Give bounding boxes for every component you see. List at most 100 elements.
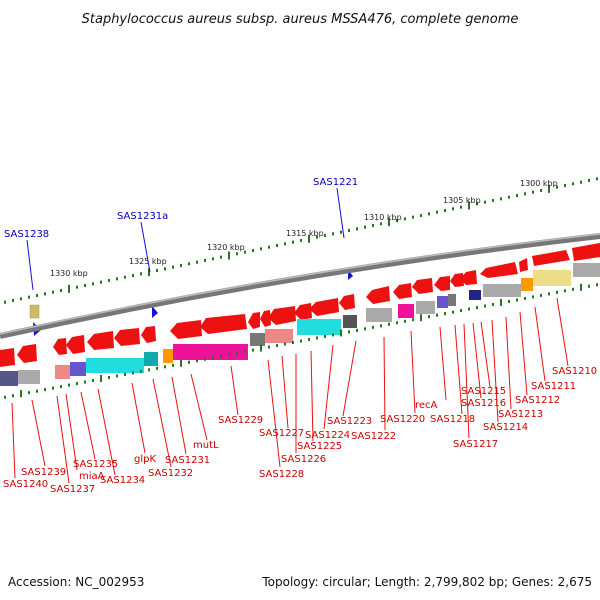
gene-arrow <box>366 286 390 304</box>
inner-scale-tick <box>268 345 270 349</box>
scale-tick <box>300 239 302 242</box>
genome-summary-text: Topology: circular; Length: 2,799,802 bp… <box>261 575 592 589</box>
scale-tick <box>444 209 446 212</box>
scale-label-1315: 1315 kbp <box>286 229 324 238</box>
scale-tick <box>468 201 470 210</box>
gene-arrow <box>87 331 114 350</box>
gene-callout-line <box>480 321 491 388</box>
inner-scale-tick <box>4 395 6 399</box>
inner-scale-tick <box>532 295 534 299</box>
gene-callout-line <box>472 322 482 399</box>
gene-arrow <box>339 294 355 310</box>
scale-tick <box>244 250 246 254</box>
scale-tick <box>220 255 222 259</box>
inner-scale-tick <box>500 299 502 306</box>
scale-tick <box>100 280 102 284</box>
inner-scale-tick <box>324 334 326 338</box>
inner-scale-tick <box>548 292 550 296</box>
gene-callout-line <box>519 311 528 396</box>
inner-scale-tick <box>164 365 166 369</box>
gene-callout-line <box>383 336 386 431</box>
gene-label: SAS1239 <box>21 467 66 478</box>
scale-label-1330: 1330 kbp <box>50 269 88 278</box>
inner-scale-tick <box>572 287 574 291</box>
gene-callout-line <box>80 391 96 460</box>
inner-scale-tick <box>364 327 366 331</box>
gene-callout-line <box>534 306 546 382</box>
scale-tick <box>564 184 566 187</box>
inner-scale-tick <box>436 313 438 317</box>
gene-callout-line <box>323 344 334 430</box>
gene-label: SAS1213 <box>498 409 543 420</box>
inner-scale-tick <box>372 325 374 329</box>
inner-scale-tick <box>420 314 422 322</box>
gene-label: SAS1212 <box>515 395 560 406</box>
scale-label-1300: 1300 kbp <box>520 179 558 188</box>
scale-tick <box>356 227 358 231</box>
scale-label-1305: 1305 kbp <box>443 196 481 205</box>
gene-label: SAS1235 <box>73 459 118 470</box>
map-title: Staphylococcus aureus subsp. aureus MSSA… <box>82 12 519 27</box>
inner-scale-tick <box>588 284 590 288</box>
gene-label: SAS1231 <box>165 455 210 466</box>
gene-arrow <box>200 314 247 334</box>
inner-scale-tick <box>508 299 510 303</box>
gene-callout-line <box>310 350 314 442</box>
gene-label: miaA <box>79 471 105 482</box>
scale-tick <box>92 282 94 286</box>
gene-arrow <box>268 306 296 325</box>
gene-label: SAS1211 <box>531 381 576 392</box>
feature-label-sas1231a: SAS1231a <box>117 211 168 222</box>
gene-callout-line <box>267 359 281 468</box>
gene-label: SAS1216 <box>461 398 506 409</box>
gene-label: SAS1240 <box>3 479 48 490</box>
gene-callout-line <box>152 378 172 468</box>
scale-tick <box>596 177 598 181</box>
inner-scale-tick <box>388 322 390 326</box>
inner-scale-tick <box>428 315 430 319</box>
scale-tick <box>236 252 238 256</box>
inner-scale-tick <box>236 351 238 355</box>
gene-callout-line <box>410 330 416 414</box>
scale-tick <box>572 182 574 186</box>
inner-scale-tick <box>292 341 294 345</box>
scale-tick <box>548 184 550 193</box>
scale-tick <box>148 268 150 277</box>
gene-callout-line <box>190 373 208 441</box>
gene-arrow <box>393 283 412 299</box>
inner-scale-tick <box>468 307 470 311</box>
gene-arrow <box>309 298 339 316</box>
inner-scale-tick <box>100 375 102 382</box>
gene-label: glpK <box>134 454 156 465</box>
scale-tick <box>340 230 342 234</box>
inner-scale-tick <box>356 328 358 332</box>
scale-tick <box>172 265 174 269</box>
gene-callout-line <box>505 316 512 410</box>
inner-scale-tick <box>596 283 598 287</box>
scale-tick <box>68 284 70 293</box>
inner-scale-tick <box>444 312 446 316</box>
scale-tick <box>580 180 582 184</box>
gene-arrow <box>141 326 156 343</box>
gene-label: SAS1227 <box>259 428 304 439</box>
gene-callout-line <box>171 376 187 455</box>
scale-tick <box>276 244 278 247</box>
inner-scale-tick <box>188 360 190 364</box>
gene-arrow <box>66 335 85 354</box>
inner-scale-tick <box>60 385 62 389</box>
inner-scale-tick <box>148 368 150 372</box>
inner-scale-tick <box>380 324 382 328</box>
gene-callout-line <box>454 324 463 415</box>
scale-tick <box>556 185 558 189</box>
inner-scale-tick <box>524 296 526 300</box>
scale-tick <box>84 284 86 287</box>
inner-scale-tick <box>172 363 174 367</box>
gene-label: SAS1234 <box>100 475 145 486</box>
scale-tick <box>308 234 310 243</box>
gene-label: mutL <box>193 440 219 451</box>
gene-label: SAS1237 <box>50 484 95 495</box>
scale-tick <box>108 279 110 282</box>
gene-arrow <box>17 344 37 363</box>
inner-scale-tick <box>332 333 334 337</box>
feature-label-sas1221: SAS1221 <box>313 177 358 188</box>
